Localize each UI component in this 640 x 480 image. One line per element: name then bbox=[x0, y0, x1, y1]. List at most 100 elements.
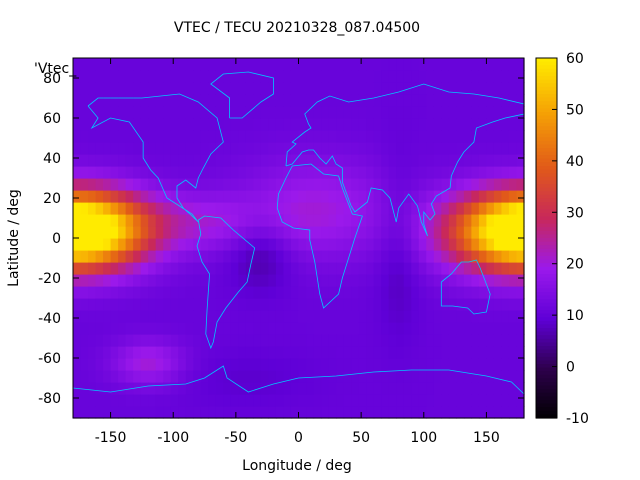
heatmap-cell bbox=[118, 82, 127, 95]
heatmap-cell bbox=[321, 142, 330, 155]
heatmap-cell bbox=[411, 322, 420, 335]
heatmap-cell bbox=[478, 142, 488, 155]
y-tick-label: 60 bbox=[43, 111, 61, 127]
heatmap-cell bbox=[245, 142, 254, 155]
colorbar-segment bbox=[536, 76, 557, 81]
heatmap-cell bbox=[508, 250, 518, 263]
coastline-overlay bbox=[72, 71, 525, 395]
colorbar-segment bbox=[536, 266, 557, 271]
heatmap-cell bbox=[501, 322, 510, 335]
heatmap-cell bbox=[125, 406, 134, 419]
heatmap-cell bbox=[418, 58, 427, 71]
heatmap-cell bbox=[148, 226, 157, 239]
heatmap-cells bbox=[73, 58, 525, 419]
heatmap-cell bbox=[133, 202, 142, 215]
heatmap-cell bbox=[260, 166, 270, 179]
heatmap-cell bbox=[208, 370, 217, 383]
heatmap-cell bbox=[140, 262, 149, 275]
heatmap-cell bbox=[185, 406, 194, 419]
heatmap-cell bbox=[208, 190, 217, 203]
heatmap-cell bbox=[200, 106, 209, 119]
heatmap-cell bbox=[396, 286, 405, 299]
heatmap-cell bbox=[328, 382, 337, 395]
heatmap-cell bbox=[178, 178, 187, 191]
heatmap-cell bbox=[148, 190, 157, 203]
heatmap-cell bbox=[125, 142, 134, 155]
heatmap-cell bbox=[268, 154, 277, 167]
heatmap-cell bbox=[178, 274, 187, 287]
heatmap-cell bbox=[306, 214, 315, 227]
heatmap-cell bbox=[441, 310, 450, 323]
colorbar-segment bbox=[536, 378, 557, 383]
heatmap-cell bbox=[456, 82, 465, 95]
heatmap-cell bbox=[193, 166, 202, 179]
heatmap-cell bbox=[336, 226, 345, 239]
heatmap-cell bbox=[298, 286, 307, 299]
heatmap-cell bbox=[133, 190, 142, 203]
heatmap-cell bbox=[260, 190, 270, 203]
heatmap-cell bbox=[433, 202, 442, 215]
heatmap-cell bbox=[275, 178, 285, 191]
heatmap-cell bbox=[140, 202, 149, 215]
heatmap-cell bbox=[321, 118, 330, 131]
heatmap-cell bbox=[478, 166, 488, 179]
heatmap-cell bbox=[493, 238, 503, 251]
heatmap-cell bbox=[463, 70, 472, 83]
heatmap-cell bbox=[336, 310, 345, 323]
heatmap-cell bbox=[193, 370, 202, 383]
heatmap-cell bbox=[290, 94, 300, 107]
colorbar-segment bbox=[536, 263, 557, 268]
heatmap-cell bbox=[223, 166, 232, 179]
heatmap-cell bbox=[463, 262, 472, 275]
heatmap-cell bbox=[260, 334, 270, 347]
heatmap-cell bbox=[343, 82, 352, 95]
heatmap-cell bbox=[388, 178, 397, 191]
heatmap-cell bbox=[388, 310, 397, 323]
heatmap-cell bbox=[306, 58, 315, 71]
heatmap-cell bbox=[516, 94, 525, 107]
heatmap-cell bbox=[336, 286, 345, 299]
heatmap-cell bbox=[163, 106, 172, 119]
heatmap-cell bbox=[275, 298, 285, 311]
heatmap-cell bbox=[73, 154, 82, 167]
heatmap-cell bbox=[103, 322, 112, 335]
heatmap-cell bbox=[306, 190, 315, 203]
heatmap-cell bbox=[411, 250, 420, 263]
heatmap-cell bbox=[441, 406, 450, 419]
heatmap-cell bbox=[351, 82, 360, 95]
heatmap-cell bbox=[396, 262, 405, 275]
heatmap-cell bbox=[253, 82, 262, 95]
heatmap-cell bbox=[486, 358, 495, 371]
heatmap-cell bbox=[351, 382, 360, 395]
heatmap-cell bbox=[88, 214, 97, 227]
heatmap-cell bbox=[80, 334, 89, 347]
colorbar-segment bbox=[536, 277, 557, 282]
heatmap-cell bbox=[290, 142, 300, 155]
heatmap-cell bbox=[433, 394, 442, 407]
heatmap-cell bbox=[268, 238, 277, 251]
colorbar-segment bbox=[536, 198, 557, 203]
heatmap-cell bbox=[456, 130, 465, 143]
heatmap-cell bbox=[501, 202, 510, 215]
heatmap-cell bbox=[88, 322, 97, 335]
heatmap-cell bbox=[260, 142, 270, 155]
heatmap-cell bbox=[283, 238, 292, 251]
heatmap-cell bbox=[253, 250, 262, 263]
heatmap-cell bbox=[456, 238, 465, 251]
colorbar-segment bbox=[536, 335, 557, 340]
heatmap-cell bbox=[403, 154, 412, 167]
heatmap-cell bbox=[351, 406, 360, 419]
heatmap-cell bbox=[501, 394, 510, 407]
heatmap-cell bbox=[95, 70, 104, 83]
heatmap-cell bbox=[163, 130, 172, 143]
heatmap-cell bbox=[456, 154, 465, 167]
heatmap-cell bbox=[441, 130, 450, 143]
heatmap-cell bbox=[388, 406, 397, 419]
heatmap-cell bbox=[478, 58, 488, 71]
heatmap-cell bbox=[463, 190, 472, 203]
heatmap-cell bbox=[230, 118, 239, 131]
heatmap-cell bbox=[463, 202, 472, 215]
heatmap-cell bbox=[230, 406, 239, 419]
heatmap-cell bbox=[118, 238, 127, 251]
heatmap-cell bbox=[230, 178, 239, 191]
